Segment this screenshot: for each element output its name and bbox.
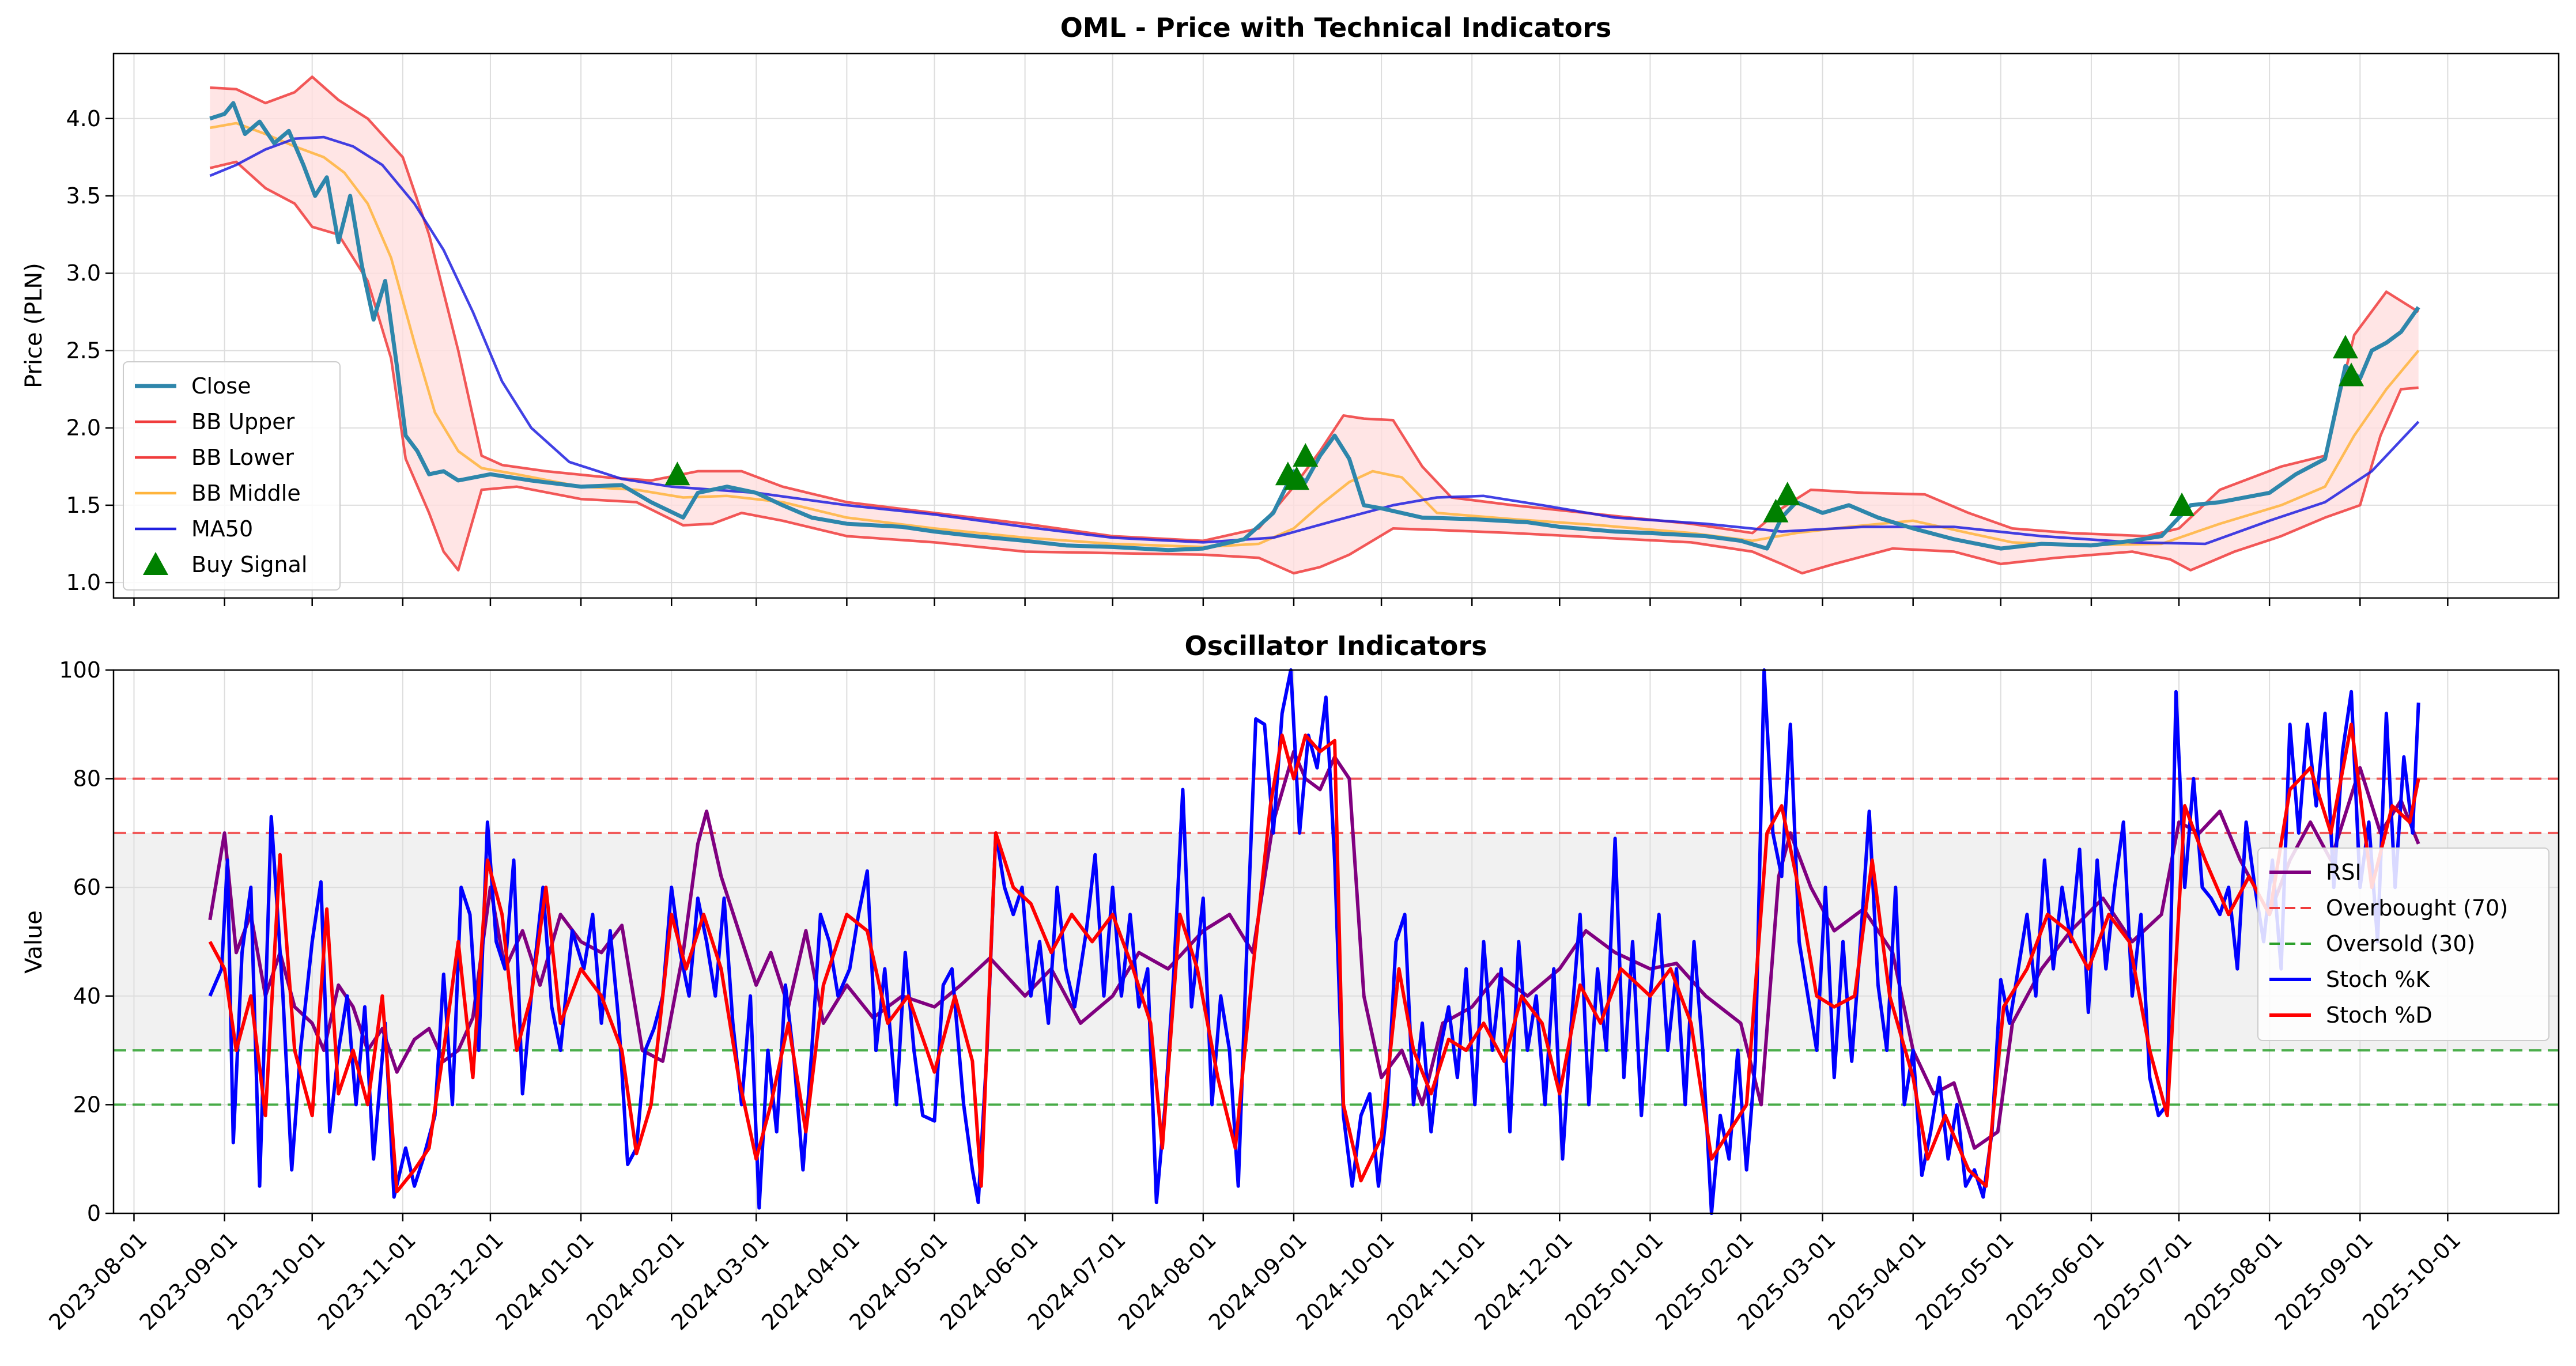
oscillator-y-tick-label: 0 [87, 1201, 101, 1226]
oscillator-y-tick-label: 100 [59, 657, 101, 683]
oscillator-chart-title: Oscillator Indicators [1185, 630, 1487, 661]
price-y-tick-label: 1.5 [66, 493, 101, 518]
price-y-tick-label: 4.0 [66, 106, 101, 131]
price-y-tick-label: 3.5 [66, 183, 101, 209]
oscillator-plot-area [208, 668, 2420, 1215]
price-legend-label: BB Lower [191, 445, 294, 470]
price-panel: 1.0 1.5 2.0 2.5 3.0 3.5 4.0 OML - Price with T… [21, 12, 2560, 606]
buy-signal-marker [664, 461, 690, 486]
oscillator-legend-box [2257, 847, 2549, 1041]
series-bb-lower-line [209, 160, 2419, 575]
series-close-line [209, 101, 2420, 553]
oscillator-legend: RSI Overbought (70) Oversold (30) Stoch %K S… [2257, 847, 2549, 1041]
price-legend-label: MA50 [191, 516, 253, 542]
price-legend-label: BB Upper [191, 409, 295, 434]
price-y-tick-label: 1.0 [66, 570, 101, 595]
series-bb-upper-line [210, 75, 2419, 542]
oscillator-y-axis-label: Value [21, 910, 47, 974]
price-legend-label: Close [191, 373, 251, 399]
price-chart-title: OML - Price with Technical Indicators [1060, 12, 1612, 43]
price-plot-area [209, 75, 2420, 575]
price-y-axis-label: Price (PLN) [21, 263, 47, 388]
price-legend: Close BB Upper BB Lower BB Middle MA50 Buy Si… [123, 361, 341, 591]
oscillator-y-tick-label: 80 [73, 766, 101, 792]
price-y-tick-label: 2.5 [66, 338, 101, 363]
oscillator-legend-label: Stoch %K [2326, 967, 2430, 992]
oscillator-y-tick-label: 20 [73, 1092, 101, 1117]
buy-signal-marker [1284, 466, 1310, 490]
series-stoch-k-line [208, 668, 2420, 1215]
oscillator-y-axis: 0 20 40 60 80 100 [59, 657, 114, 1226]
oscillator-legend-label: Overbought (70) [2326, 895, 2508, 921]
oscillator-y-tick-label: 40 [73, 983, 101, 1009]
price-y-tick-label: 3.0 [66, 260, 101, 286]
price-plot-frame [112, 52, 2560, 599]
price-legend-box [123, 361, 341, 591]
buy-signal-marker [2332, 335, 2358, 359]
series-ma50-line [209, 135, 2420, 546]
oscillator-legend-label: RSI [2326, 860, 2362, 885]
bollinger-band-fill [210, 77, 2419, 574]
oscillator-plot-frame [112, 669, 2560, 1214]
price-legend-label: BB Middle [191, 480, 301, 506]
price-y-axis: 1.0 1.5 2.0 2.5 3.0 3.5 4.0 [66, 106, 114, 595]
oscillator-legend-label: Stoch %D [2326, 1002, 2433, 1028]
buy-signal-marker [1293, 443, 1319, 467]
price-x-axis [133, 598, 2449, 606]
oscillator-panel: 0 20 40 60 80 100 2023-08-012023-09-012023-10… [21, 630, 2560, 1335]
price-legend-label: Buy Signal [191, 552, 307, 577]
oscillator-legend-label: Oversold (30) [2326, 931, 2475, 956]
buy-signal-marker [2169, 492, 2195, 516]
series-rsi-line [208, 750, 2420, 1150]
buy-signal-marker [1763, 498, 1789, 523]
buy-signal-marker [1774, 482, 1800, 506]
price-y-tick-label: 2.0 [66, 415, 101, 441]
series-stoch-d-line [208, 722, 2420, 1194]
oscillator-x-axis: 2023-08-012023-09-012023-10-012023-11-01… [44, 1213, 2466, 1335]
oscillator-y-tick-label: 60 [73, 875, 101, 900]
price-legend-swatch [143, 552, 168, 575]
buy-signal-marker [2339, 362, 2365, 387]
